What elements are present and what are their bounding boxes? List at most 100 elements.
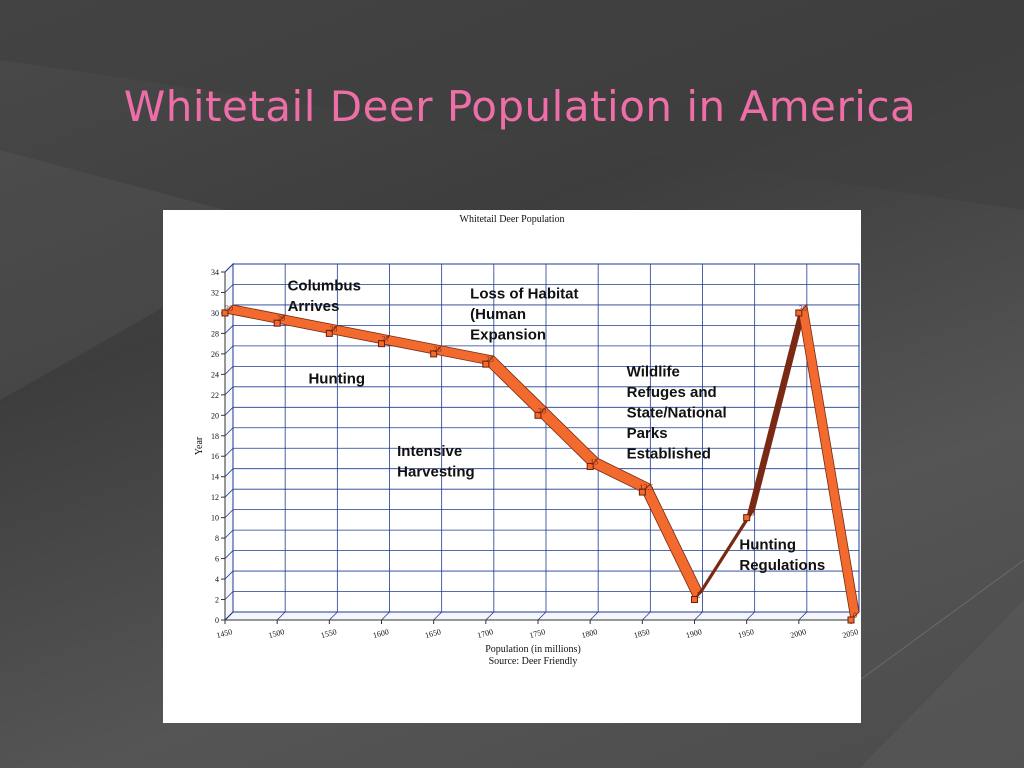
data-point-label: 30 [225,304,233,313]
annotation-line: Loss of Habitat [470,286,578,303]
series-ribbon-segment [798,304,860,621]
y-tick-label: 12 [211,493,219,502]
y-axis-label: Year [194,436,205,455]
chart-annotations: Columbus Arrives Hunting Loss of Habitat (Hu… [288,277,826,573]
y-tick-label: 24 [211,370,219,379]
x-tick-label: 1450 [215,627,233,640]
annotation-line: (Human [470,306,526,323]
grid-line-x-floor [276,611,286,621]
grid-line-x-floor [329,611,338,621]
grid-line-y-side [224,488,234,498]
y-tick-label: 26 [211,350,219,359]
y-tick-label: 0 [215,616,219,625]
data-point-marker [638,488,646,496]
grid-line-x-floor [798,611,808,621]
data-point-marker [795,309,803,317]
grid-line-y-side [224,386,234,396]
data-point-label: 28 [329,324,337,333]
line-chart: Whitetail Deer Population 02468101214161… [194,214,861,667]
x-tick-label: 2050 [841,627,859,640]
grid-line-x-floor [485,611,495,621]
data-point-label: 29 [277,314,285,323]
annotation-line: Hunting [739,536,796,553]
x-tick-label: 1700 [476,627,494,640]
x-tick-label: 1900 [685,627,703,640]
grid-line-y-side [224,509,234,518]
data-point-marker [325,329,333,337]
data-point-marker [743,514,751,522]
grid-line-y-side [224,591,234,600]
annotation-line: Wildlife [627,363,680,380]
x-tick-label: 1950 [737,627,755,640]
grid-line-y-side [224,427,234,437]
data-point-label: 10 [747,509,755,518]
grid-line-x-floor [381,611,390,621]
annotation-line: Parks [627,425,668,442]
data-point-label: 0 [853,611,857,620]
grid-line-y-side [224,284,234,293]
x-axis-label: Population (in millions) [485,644,581,655]
chart-title: Whitetail Deer Population [460,214,565,225]
grid-line-x-floor [746,611,755,621]
annotation-line: Arrives [288,298,340,315]
grid-line-x-floor [433,611,442,621]
x-tick-label: 1550 [320,627,338,640]
annotation-line: Columbus [288,277,361,294]
slide-title: Whitetail Deer Population in America [123,82,917,131]
grid-line-y-side [224,550,234,559]
data-point-marker [482,360,490,368]
data-point-marker [430,350,438,358]
chart-annotation: Hunting [308,371,365,388]
y-tick-label: 8 [215,534,219,543]
x-tick-label: 1750 [528,627,546,640]
grid-line-y-side [224,263,234,273]
annotation-line: Hunting [308,371,365,388]
data-point-label: 2 [697,591,701,600]
data-point-label: 25 [486,355,494,364]
grid-line-y-side [224,366,234,375]
x-tick-label: 1650 [424,627,442,640]
y-tick-label: 22 [211,391,219,400]
y-tick-label: 10 [211,514,219,523]
x-tick-label: 1850 [633,627,651,640]
data-point-marker [534,411,542,419]
annotation-line: Harvesting [397,464,475,481]
annotation-line: Expansion [470,327,546,344]
y-tick-label: 20 [211,411,219,420]
grid-line-y-side [224,529,234,539]
grid-line-x-floor [694,611,703,621]
grid-line-y-side [224,570,234,580]
data-point-marker [847,616,855,624]
grid-line-x-floor [224,611,234,621]
annotation-line: Established [627,445,711,462]
y-tick-label: 14 [211,473,219,482]
grid-line-y-side [224,407,234,416]
data-point-marker [691,596,698,604]
y-tick-label: 34 [211,268,219,277]
data-point-marker [273,319,281,327]
chart-annotation: Columbus Arrives [288,277,361,315]
chart-panel: Whitetail Deer Population 0 2 4 6 8 10 12 14 16 1… [163,210,861,723]
grid-line-y-side [224,468,234,477]
x-tick-label: 1500 [268,627,286,640]
chart-annotation: Loss of Habitat (Human Expansion [470,286,578,344]
data-point-marker [586,462,594,470]
y-tick-label: 30 [211,309,219,318]
y-tick-label: 16 [211,452,219,461]
x-tick-label: 1600 [372,627,390,640]
grid-line-y-side [224,345,234,355]
data-point-marker [378,340,385,348]
annotation-line: Regulations [739,557,825,574]
chart-annotation: Wildlife Refuges and State/National Parks Es… [627,363,727,462]
grid-line-y-side [224,447,234,457]
chart-annotation: Intensive Harvesting [397,443,475,481]
y-tick-label: 2 [215,596,219,605]
annotation-line: Refuges and [627,384,717,401]
data-point-label: 26 [434,345,442,354]
grid-line-x-floor [537,611,547,621]
chart-labels: 30 29 28 27 26 25 20 15 12.5 2 10 30 0 [225,304,857,620]
y-tick-label: 32 [211,288,219,297]
data-point-label: 12.5 [639,483,653,492]
chart-annotation: Hunting Regulations [739,536,825,574]
